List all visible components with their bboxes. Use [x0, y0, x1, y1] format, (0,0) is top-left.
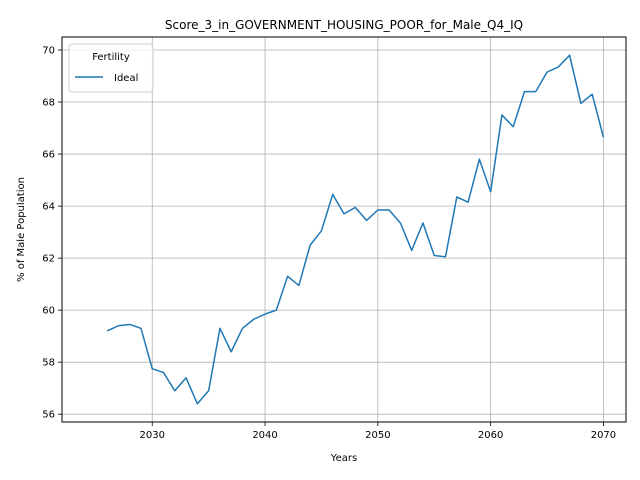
y-tick-label: 68: [42, 98, 55, 109]
legend-box: [68, 43, 154, 93]
y-tick-label: 58: [42, 358, 55, 369]
y-tick-label: 56: [42, 410, 55, 421]
x-tick-label: 2040: [252, 430, 277, 441]
series-layer: [106, 54, 605, 405]
x-axis: 2030 2040 2050 2060 2070: [140, 422, 616, 441]
y-axis-title: % of Male Population: [16, 177, 27, 282]
legend: Fertility Ideal: [68, 43, 154, 93]
y-tick-label: 70: [42, 46, 55, 57]
legend-label-ideal: Ideal: [114, 73, 138, 84]
y-tick-label: 60: [42, 306, 55, 317]
x-axis-title: Years: [330, 453, 357, 464]
y-tick-label: 62: [42, 254, 55, 265]
x-tick-label: 2070: [591, 430, 616, 441]
chart-title: Score_3_in_GOVERNMENT_HOUSING_POOR_for_M…: [165, 18, 523, 32]
y-tick-label: 64: [42, 202, 55, 213]
x-tick-label: 2060: [478, 430, 503, 441]
y-tick-label: 66: [42, 150, 55, 161]
y-axis: 56 58 60 62 64 66 68 70: [42, 46, 62, 421]
plot-area: [61, 36, 627, 423]
x-tick-label: 2050: [365, 430, 390, 441]
series-line-ideal: [106, 54, 605, 405]
grid-lines: [62, 37, 626, 422]
legend-title: Fertility: [92, 52, 130, 63]
x-tick-label: 2030: [140, 430, 165, 441]
